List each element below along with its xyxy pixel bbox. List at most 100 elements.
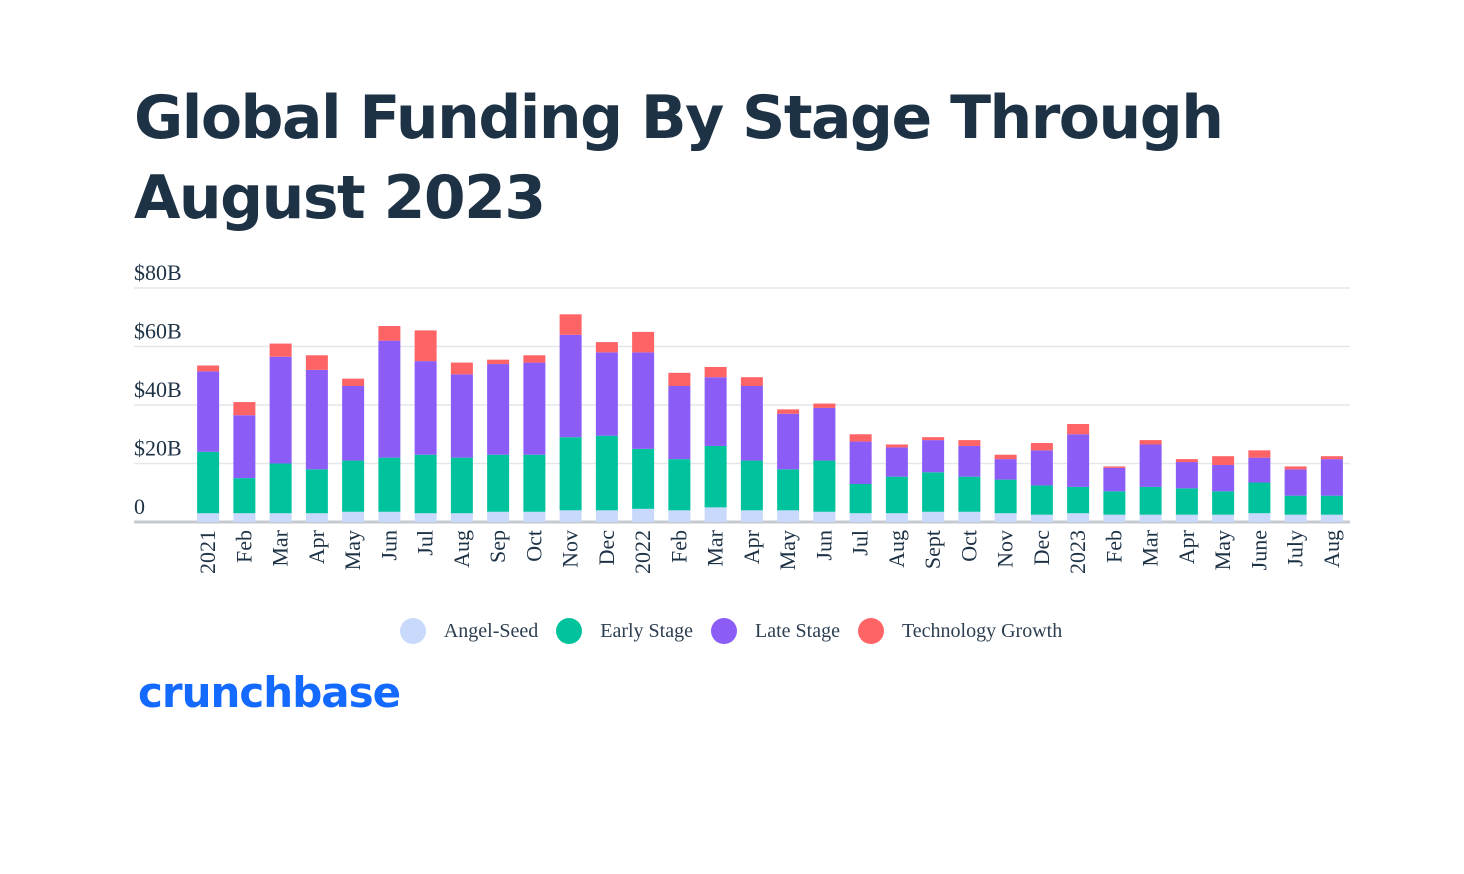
bar-angel-seed[interactable] xyxy=(342,511,365,522)
bar-angel-seed[interactable] xyxy=(305,513,328,522)
bar-early-stage[interactable] xyxy=(704,445,727,508)
bar-technology-growth[interactable] xyxy=(885,444,908,448)
bar-angel-seed[interactable] xyxy=(269,513,292,522)
bar-technology-growth[interactable] xyxy=(1212,456,1235,465)
bar-early-stage[interactable] xyxy=(1320,495,1343,515)
bar-angel-seed[interactable] xyxy=(922,511,945,522)
bar-angel-seed[interactable] xyxy=(1175,514,1198,522)
bar-angel-seed[interactable] xyxy=(740,510,763,522)
bar-early-stage[interactable] xyxy=(994,479,1017,514)
bar-late-stage[interactable] xyxy=(523,362,546,455)
bar-technology-growth[interactable] xyxy=(523,355,546,363)
bar-angel-seed[interactable] xyxy=(1248,513,1271,522)
bar-early-stage[interactable] xyxy=(1175,488,1198,515)
bar-early-stage[interactable] xyxy=(740,460,763,511)
bar-late-stage[interactable] xyxy=(1139,444,1162,487)
bar-technology-growth[interactable] xyxy=(777,409,800,414)
bar-technology-growth[interactable] xyxy=(559,314,582,335)
bar-technology-growth[interactable] xyxy=(342,378,365,386)
bar-early-stage[interactable] xyxy=(1067,486,1090,514)
bar-late-stage[interactable] xyxy=(1320,459,1343,496)
bar-late-stage[interactable] xyxy=(994,459,1017,480)
bar-early-stage[interactable] xyxy=(1284,495,1307,515)
bar-technology-growth[interactable] xyxy=(813,403,836,408)
bar-late-stage[interactable] xyxy=(269,356,292,464)
bar-angel-seed[interactable] xyxy=(777,510,800,522)
bar-technology-growth[interactable] xyxy=(595,342,618,353)
bar-early-stage[interactable] xyxy=(450,457,473,514)
bar-late-stage[interactable] xyxy=(922,440,945,473)
bar-angel-seed[interactable] xyxy=(1103,514,1126,522)
bar-late-stage[interactable] xyxy=(1030,450,1053,486)
bar-angel-seed[interactable] xyxy=(450,513,473,522)
bar-technology-growth[interactable] xyxy=(922,437,945,441)
bar-late-stage[interactable] xyxy=(450,374,473,458)
bar-late-stage[interactable] xyxy=(1067,434,1090,487)
bar-late-stage[interactable] xyxy=(1212,464,1235,492)
bar-early-stage[interactable] xyxy=(1139,486,1162,515)
bar-angel-seed[interactable] xyxy=(668,510,691,522)
bar-angel-seed[interactable] xyxy=(1139,514,1162,522)
bar-early-stage[interactable] xyxy=(1103,491,1126,515)
bar-technology-growth[interactable] xyxy=(1103,466,1126,468)
bar-technology-growth[interactable] xyxy=(704,366,727,378)
bar-technology-growth[interactable] xyxy=(414,330,437,362)
bar-angel-seed[interactable] xyxy=(487,511,510,522)
bar-late-stage[interactable] xyxy=(1248,457,1271,483)
bar-early-stage[interactable] xyxy=(922,472,945,512)
bar-early-stage[interactable] xyxy=(668,459,691,511)
bar-angel-seed[interactable] xyxy=(994,513,1017,522)
bar-late-stage[interactable] xyxy=(595,352,618,436)
bar-technology-growth[interactable] xyxy=(1067,424,1090,435)
bar-angel-seed[interactable] xyxy=(197,513,220,522)
bar-angel-seed[interactable] xyxy=(958,511,981,522)
bar-early-stage[interactable] xyxy=(595,435,618,511)
bar-late-stage[interactable] xyxy=(668,385,691,460)
bar-technology-growth[interactable] xyxy=(958,440,981,446)
bar-late-stage[interactable] xyxy=(740,385,763,461)
legend-item-angel-seed[interactable]: Angel-Seed xyxy=(399,618,538,644)
bar-technology-growth[interactable] xyxy=(849,434,872,442)
bar-early-stage[interactable] xyxy=(777,469,800,511)
bar-early-stage[interactable] xyxy=(487,454,510,512)
bar-angel-seed[interactable] xyxy=(595,510,618,522)
bar-technology-growth[interactable] xyxy=(1175,459,1198,463)
bar-early-stage[interactable] xyxy=(559,437,582,511)
bar-technology-growth[interactable] xyxy=(305,355,328,370)
bar-angel-seed[interactable] xyxy=(559,510,582,522)
bar-angel-seed[interactable] xyxy=(632,508,655,522)
bar-technology-growth[interactable] xyxy=(668,372,691,386)
bar-early-stage[interactable] xyxy=(849,483,872,514)
bar-angel-seed[interactable] xyxy=(885,513,908,522)
bar-late-stage[interactable] xyxy=(342,385,365,461)
bar-early-stage[interactable] xyxy=(885,476,908,514)
bar-early-stage[interactable] xyxy=(1212,491,1235,515)
bar-early-stage[interactable] xyxy=(269,463,292,514)
bar-early-stage[interactable] xyxy=(197,451,220,514)
bar-angel-seed[interactable] xyxy=(1320,514,1343,522)
legend-item-technology-growth[interactable]: Technology Growth xyxy=(857,618,1062,644)
bar-late-stage[interactable] xyxy=(885,447,908,477)
bar-technology-growth[interactable] xyxy=(1248,450,1271,458)
bar-late-stage[interactable] xyxy=(632,352,655,449)
bar-technology-growth[interactable] xyxy=(740,377,763,386)
bar-early-stage[interactable] xyxy=(813,460,836,512)
bar-angel-seed[interactable] xyxy=(849,513,872,522)
bar-technology-growth[interactable] xyxy=(269,343,292,357)
bar-technology-growth[interactable] xyxy=(1284,466,1307,470)
bar-late-stage[interactable] xyxy=(197,371,220,452)
bar-late-stage[interactable] xyxy=(414,361,437,455)
bar-angel-seed[interactable] xyxy=(1212,514,1235,522)
bar-early-stage[interactable] xyxy=(378,457,401,512)
bar-angel-seed[interactable] xyxy=(704,507,727,522)
bar-technology-growth[interactable] xyxy=(233,402,256,416)
bar-technology-growth[interactable] xyxy=(632,331,655,353)
bar-late-stage[interactable] xyxy=(487,364,510,455)
bar-early-stage[interactable] xyxy=(342,460,365,512)
bar-late-stage[interactable] xyxy=(777,413,800,470)
bar-late-stage[interactable] xyxy=(813,407,836,461)
bar-angel-seed[interactable] xyxy=(1030,514,1053,522)
bar-early-stage[interactable] xyxy=(305,469,328,514)
bar-angel-seed[interactable] xyxy=(414,513,437,522)
legend-item-late-stage[interactable]: Late Stage xyxy=(710,618,840,644)
